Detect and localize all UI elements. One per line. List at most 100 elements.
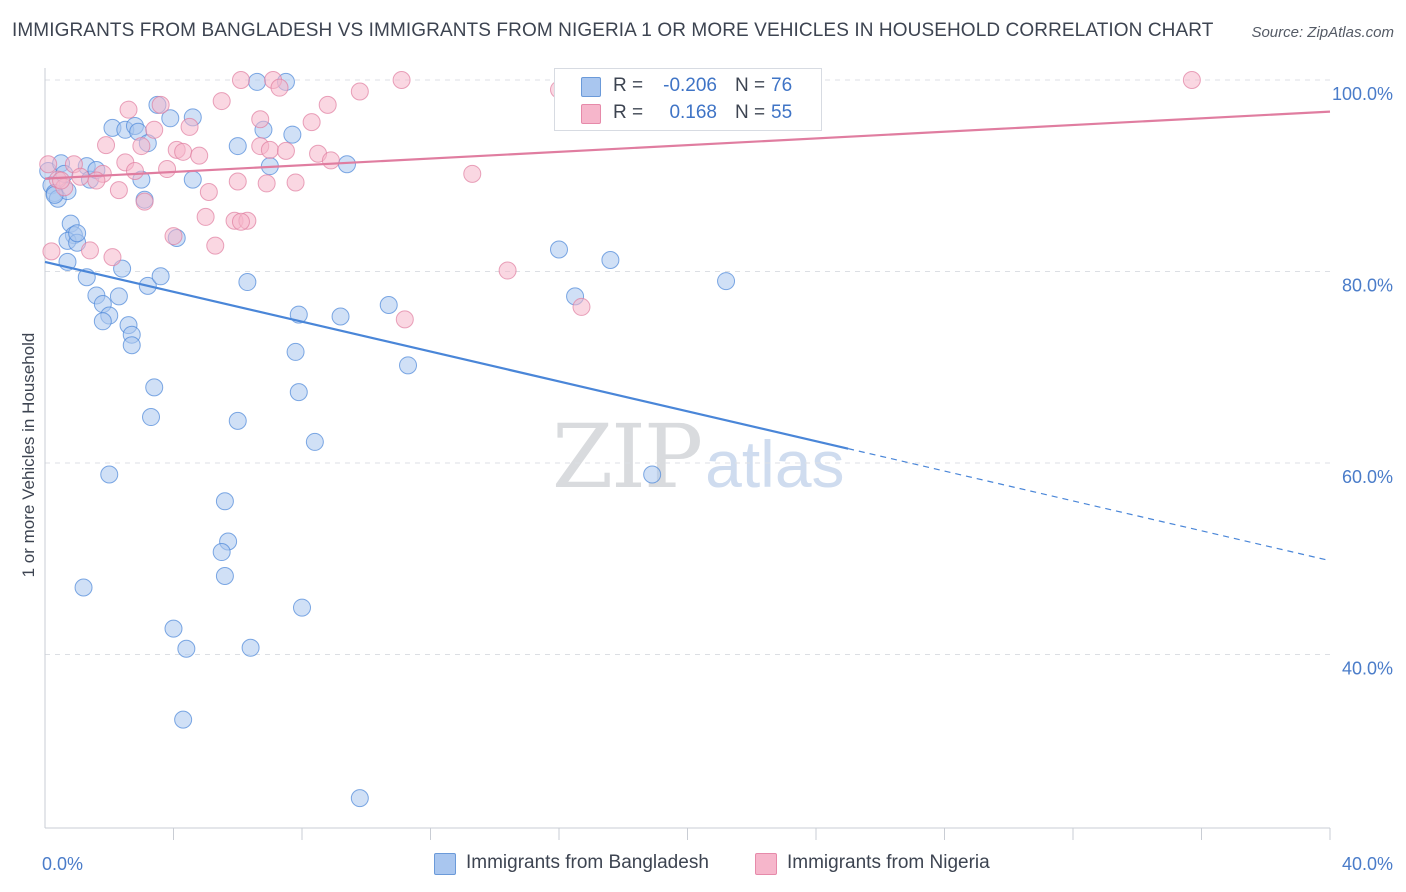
point-bangladesh: [643, 465, 662, 484]
point-nigeria: [119, 100, 138, 119]
point-bangladesh: [212, 543, 231, 562]
point-bangladesh: [293, 598, 311, 617]
point-nigeria: [392, 71, 411, 89]
axes: [44, 68, 1331, 840]
point-nigeria: [231, 71, 250, 89]
point-nigeria: [196, 207, 215, 226]
point-nigeria: [318, 95, 337, 114]
point-nigeria: [132, 137, 151, 156]
legend-swatch-nigeria: [581, 104, 601, 124]
point-nigeria: [572, 297, 591, 316]
x-tick-label: 0.0%: [42, 854, 83, 874]
y-axis-label: 1 or more Vehicles in Household: [19, 333, 38, 578]
point-bangladesh: [145, 378, 164, 397]
point-nigeria: [145, 120, 164, 139]
trend-line-bangladesh-extension: [847, 448, 1331, 562]
point-bangladesh: [550, 240, 568, 259]
y-tick-label: 100.0%: [1332, 84, 1393, 104]
legend-swatch-nigeria: [755, 853, 777, 875]
point-bangladesh: [228, 137, 247, 156]
point-nigeria: [42, 242, 61, 261]
point-nigeria: [302, 113, 321, 132]
point-bangladesh: [215, 566, 234, 585]
point-nigeria: [498, 261, 517, 280]
point-bangladesh: [177, 639, 196, 658]
legend-row-nigeria: R = 0.168 N = 55: [555, 101, 821, 127]
point-bangladesh: [601, 251, 620, 270]
point-nigeria: [286, 173, 305, 192]
y-tick-label: 60.0%: [1342, 467, 1393, 487]
point-nigeria: [164, 227, 183, 246]
y-tick-label: 80.0%: [1342, 276, 1393, 296]
point-bangladesh: [248, 72, 267, 91]
point-nigeria: [270, 78, 289, 97]
point-nigeria: [395, 310, 414, 329]
point-bangladesh: [122, 336, 141, 355]
point-bangladesh: [113, 259, 132, 278]
point-bangladesh: [305, 432, 324, 451]
legend-r-value: -0.206: [663, 75, 717, 96]
point-nigeria: [39, 155, 58, 174]
series-legend: Immigrants from Bangladesh Immigrants fr…: [0, 851, 1406, 877]
chart-title: IMMIGRANTS FROM BANGLADESH VS IMMIGRANTS…: [12, 20, 1214, 41]
point-nigeria: [174, 142, 193, 161]
point-nigeria: [350, 82, 369, 101]
point-nigeria: [212, 92, 231, 111]
point-bangladesh: [142, 408, 161, 427]
trend-lines: [44, 110, 1331, 562]
point-bangladesh: [100, 465, 119, 484]
y-tick-label: 40.0%: [1342, 659, 1393, 679]
watermark: ZIPatlas: [552, 405, 845, 508]
point-bangladesh: [379, 296, 398, 315]
legend-swatch-bangladesh: [434, 853, 456, 875]
point-bangladesh: [331, 307, 350, 326]
trend-line-nigeria: [44, 110, 1331, 180]
legend-r-value: 0.168: [669, 102, 717, 123]
point-bangladesh: [241, 638, 260, 657]
point-nigeria: [180, 117, 199, 136]
point-bangladesh: [717, 272, 736, 291]
point-nigeria: [158, 160, 177, 179]
point-nigeria: [260, 140, 279, 159]
point-nigeria: [231, 212, 250, 231]
point-nigeria: [228, 172, 247, 191]
watermark-atlas: atlas: [705, 427, 845, 501]
point-nigeria: [321, 151, 340, 170]
legend-label-bangladesh: Immigrants from Bangladesh: [466, 852, 709, 873]
watermark-zip: ZIP: [552, 405, 703, 508]
point-bangladesh: [68, 224, 87, 243]
point-bangladesh: [74, 578, 93, 597]
legend-n-value: 76: [771, 75, 793, 96]
x-tick-label: 40.0%: [1342, 854, 1393, 874]
point-nigeria: [109, 181, 128, 200]
point-bangladesh: [183, 170, 202, 189]
tick-labels: 100.0% 80.0% 60.0% 40.0% 0.0% 40.0%: [42, 84, 1393, 874]
point-bangladesh: [109, 287, 128, 306]
point-nigeria: [463, 164, 482, 183]
legend-r-label: R =: [613, 102, 644, 123]
point-nigeria: [199, 183, 218, 202]
point-nigeria: [125, 161, 144, 180]
point-bangladesh: [174, 710, 193, 729]
correlation-legend: R = -0.206 N = 76 R = 0.168 N = 55: [554, 68, 822, 131]
point-bangladesh: [350, 789, 369, 808]
point-bangladesh: [286, 342, 305, 361]
legend-n-label: N =: [735, 102, 766, 123]
point-nigeria: [103, 248, 122, 267]
point-bangladesh: [161, 109, 180, 128]
gridlines: [45, 79, 1330, 655]
point-bangladesh: [228, 411, 247, 430]
legend-row-bangladesh: R = -0.206 N = 76: [555, 74, 821, 100]
point-nigeria: [257, 174, 276, 193]
point-nigeria: [276, 141, 295, 160]
point-bangladesh: [238, 273, 257, 292]
point-bangladesh: [151, 267, 170, 286]
legend-n-label: N =: [735, 75, 766, 96]
point-nigeria: [1182, 71, 1201, 89]
point-nigeria: [206, 236, 225, 255]
point-nigeria: [190, 146, 209, 165]
legend-swatch-bangladesh: [581, 77, 601, 97]
point-nigeria: [135, 192, 154, 211]
point-nigeria: [251, 110, 270, 129]
